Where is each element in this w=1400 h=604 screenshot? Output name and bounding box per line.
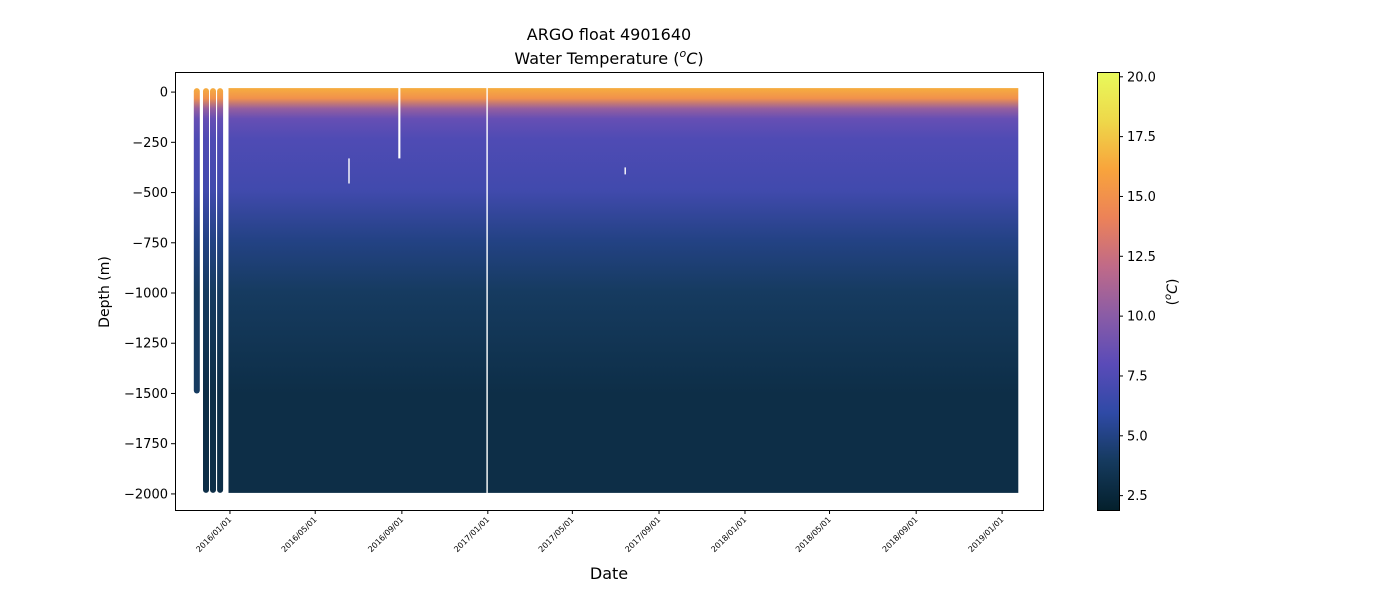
x-tick-label: 2016/05/01 <box>280 515 319 554</box>
colorbar-gradient <box>1097 72 1119 510</box>
y-tick-label: −1250 <box>124 337 168 352</box>
y-tick-label: −1500 <box>124 387 168 402</box>
y-tick-label: 0 <box>160 86 168 101</box>
chart-subtitle: Water Temperature (oC) <box>514 47 703 68</box>
subtitle-unit: C <box>686 49 698 68</box>
x-tick-label: 2016/09/01 <box>366 515 405 554</box>
data-gap <box>624 167 626 175</box>
y-axis-label: Depth (m) <box>97 256 113 328</box>
x-tick-label: 2019/01/01 <box>967 515 1006 554</box>
x-tick-label: 2018/01/01 <box>709 515 748 554</box>
y-tick-label: −250 <box>132 136 168 151</box>
y-tick-label: −750 <box>132 236 168 251</box>
profile-block <box>228 88 1019 493</box>
x-axis-label: Date <box>590 564 628 583</box>
plot-area <box>175 72 1044 511</box>
x-tick-label: 2017/01/01 <box>452 515 491 554</box>
colorbar-tick-label: 2.5 <box>1127 489 1148 504</box>
y-tick-label: −1750 <box>124 437 168 452</box>
y-tick-label: −2000 <box>124 487 168 502</box>
subtitle-suffix: ) <box>697 49 703 68</box>
profile-column <box>210 88 216 493</box>
colorbar-frame <box>1097 72 1120 511</box>
colorbar-label-close: ) <box>1165 279 1181 284</box>
colorbar-tick-label: 10.0 <box>1127 310 1156 325</box>
colorbar-label-unit: C <box>1165 284 1181 294</box>
colorbar-tick-label: 15.0 <box>1127 190 1156 205</box>
colorbar-tick-label: 12.5 <box>1127 250 1156 265</box>
data-gap <box>398 87 401 159</box>
profile-column <box>193 88 200 394</box>
y-axis: 0 −250 −500 −750 −1000 −1250 −1500 −1750 −2000 <box>124 86 175 502</box>
colorbar-tick-label: 17.5 <box>1127 130 1156 145</box>
chart-title: ARGO float 4901640 <box>527 25 691 44</box>
x-axis: 2016/01/01 2016/05/01 2016/09/01 2017/01/01… <box>194 510 1006 554</box>
x-tick-label: 2017/09/01 <box>623 515 662 554</box>
profile-column <box>203 88 209 493</box>
colorbar-label-open: ( <box>1165 300 1181 305</box>
colorbar-tick-label: 5.0 <box>1127 429 1148 444</box>
x-tick-label: 2017/05/01 <box>537 515 576 554</box>
colorbar-tick-label: 7.5 <box>1127 369 1148 384</box>
x-tick-label: 2018/05/01 <box>794 515 833 554</box>
colorbar-label-sup: o <box>1163 294 1174 300</box>
colorbar-tick-label: 20.0 <box>1127 70 1156 85</box>
colorbar-label: (oC) <box>1163 279 1181 306</box>
profile-column <box>217 88 224 493</box>
data-gap <box>348 158 350 184</box>
subtitle-unit-sup: o <box>679 47 686 60</box>
colorbar: 2.5 5.0 7.5 10.0 12.5 15.0 17.5 20.0 (oC) <box>1097 70 1181 511</box>
y-tick-label: −1000 <box>124 287 168 302</box>
y-tick-label: −500 <box>132 186 168 201</box>
colorbar-ticks: 2.5 5.0 7.5 10.0 12.5 15.0 17.5 20.0 <box>1119 70 1156 504</box>
data-gap <box>486 87 488 496</box>
x-tick-label: 2018/09/01 <box>881 515 920 554</box>
plot-frame <box>175 72 1044 511</box>
heatmap-layer <box>193 87 1019 496</box>
subtitle-prefix: Water Temperature ( <box>514 49 679 68</box>
x-tick-label: 2016/01/01 <box>194 515 233 554</box>
